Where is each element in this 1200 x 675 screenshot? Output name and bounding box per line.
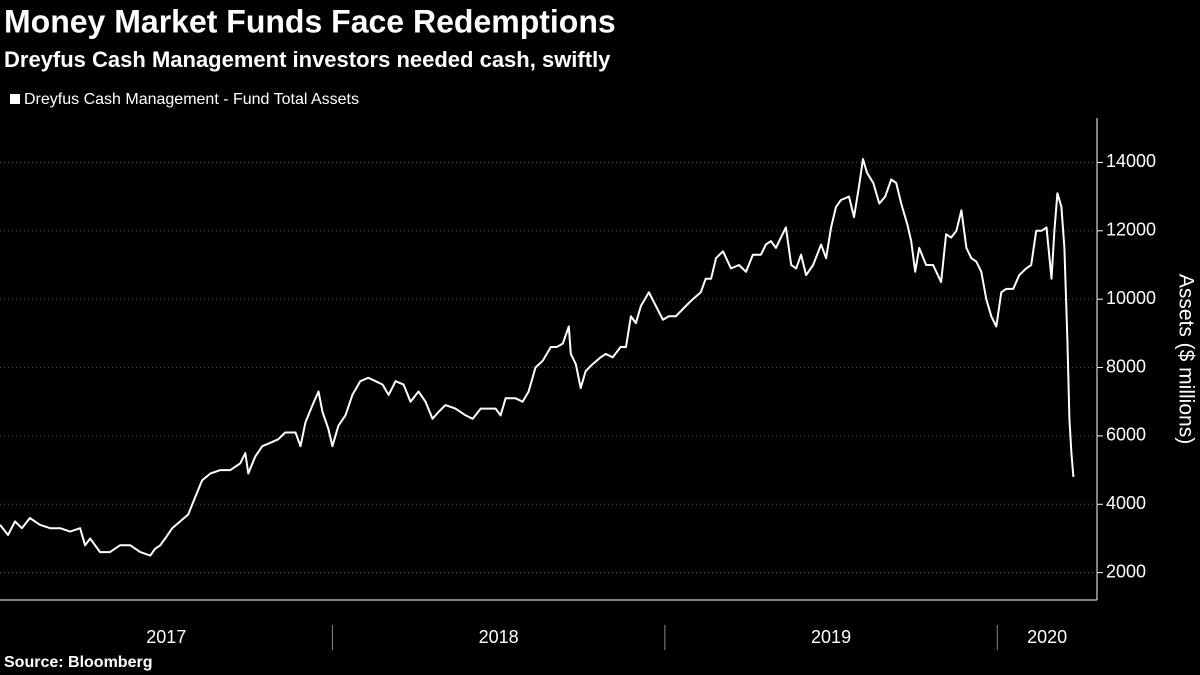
chart-title: Money Market Funds Face Redemptions	[4, 3, 616, 39]
y-axis-title: Assets ($ millions)	[1174, 274, 1197, 444]
y-tick-label: 6000	[1106, 425, 1146, 445]
source: Source: Bloomberg	[4, 654, 152, 671]
y-tick-label: 14000	[1106, 151, 1156, 171]
y-tick-label: 4000	[1106, 493, 1146, 513]
legend-label: Dreyfus Cash Management - Fund Total Ass…	[24, 91, 359, 108]
x-tick-label: 2020	[1027, 627, 1067, 647]
y-tick-label: 12000	[1106, 220, 1156, 240]
legend-swatch	[10, 94, 20, 104]
series-line	[0, 158, 1075, 557]
y-tick-label: 10000	[1106, 288, 1156, 308]
x-tick-label: 2017	[146, 627, 186, 647]
y-tick-label: 2000	[1106, 561, 1146, 581]
x-tick-label: 2018	[479, 627, 519, 647]
x-tick-label: 2019	[811, 627, 851, 647]
y-tick-label: 8000	[1106, 356, 1146, 376]
chart-subtitle: Dreyfus Cash Management investors needed…	[4, 47, 611, 72]
